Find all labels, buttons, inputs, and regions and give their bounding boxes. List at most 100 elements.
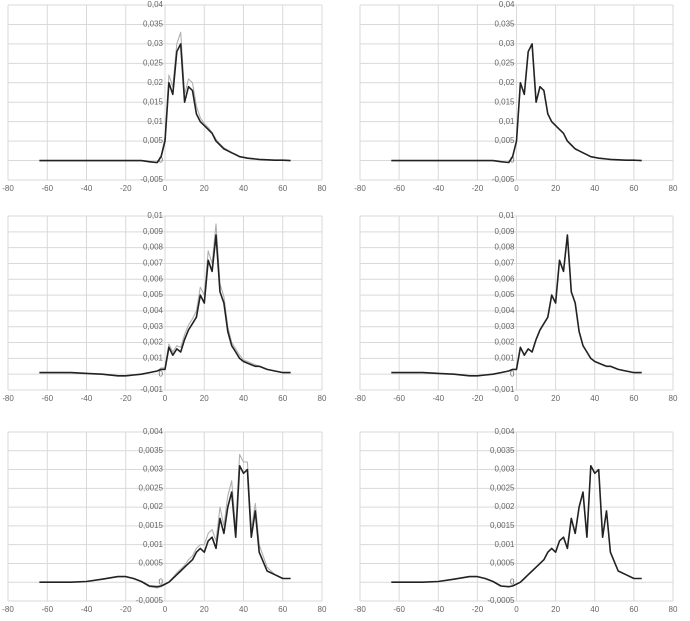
y-tick-label: 0,003 xyxy=(494,322,515,331)
x-tick-label: -40 xyxy=(432,394,444,403)
y-tick-label: 0,002 xyxy=(494,338,515,347)
x-tick-label: -60 xyxy=(41,394,53,403)
y-tick-label: 0,002 xyxy=(494,502,515,511)
y-tick-label: 0 xyxy=(159,156,164,165)
y-tick-label: 0,04 xyxy=(499,0,515,9)
y-tick-label: 0,007 xyxy=(143,259,164,268)
x-tick-label: -60 xyxy=(393,394,405,403)
x-tick-label: -80 xyxy=(2,184,14,193)
y-tick-label: 0,01 xyxy=(499,117,515,126)
y-tick-label: 0,015 xyxy=(494,97,515,106)
y-tick-label: 0,002 xyxy=(143,502,164,511)
y-tick-label: 0,0025 xyxy=(490,483,515,492)
y-tick-label: 0,003 xyxy=(143,465,164,474)
x-tick-label: -60 xyxy=(393,605,405,614)
series-line xyxy=(391,234,642,377)
x-tick-label: -40 xyxy=(81,394,93,403)
x-tick-label: 60 xyxy=(629,394,638,403)
x-tick-label: -80 xyxy=(354,394,366,403)
y-tick-label: 0,004 xyxy=(494,306,515,315)
x-tick-label: 40 xyxy=(239,605,248,614)
x-tick-label: 0 xyxy=(514,605,519,614)
x-tick-label: 80 xyxy=(318,184,327,193)
y-tick-label: 0 xyxy=(510,156,515,165)
y-tick-label: 0,02 xyxy=(499,78,515,87)
y-tick-label: 0,004 xyxy=(143,306,164,315)
x-tick-label: 0 xyxy=(514,394,519,403)
y-tick-label: 0,005 xyxy=(143,136,164,145)
x-tick-label: -20 xyxy=(120,394,132,403)
y-tick-label: 0,009 xyxy=(143,227,164,236)
x-tick-label: -20 xyxy=(472,394,484,403)
y-tick-label: 0 xyxy=(510,577,515,586)
y-tick-label: -0,005 xyxy=(140,175,163,184)
x-tick-label: -40 xyxy=(81,184,93,193)
y-tick-label: 0,025 xyxy=(494,58,515,67)
y-tick-label: 0,007 xyxy=(494,259,515,268)
x-tick-label: 80 xyxy=(669,605,678,614)
y-tick-label: 0,0005 xyxy=(490,559,515,568)
x-tick-label: 60 xyxy=(278,394,287,403)
x-tick-label: 20 xyxy=(200,605,209,614)
y-tick-label: 0,0015 xyxy=(490,521,515,530)
x-tick-label: -20 xyxy=(472,184,484,193)
y-tick-label: 0,03 xyxy=(499,39,515,48)
x-tick-label: -20 xyxy=(472,605,484,614)
x-tick-label: 40 xyxy=(590,605,599,614)
x-tick-label: -80 xyxy=(354,605,366,614)
x-tick-label: 0 xyxy=(163,184,168,193)
y-tick-label: 0,0035 xyxy=(139,446,164,455)
x-tick-label: -20 xyxy=(120,184,132,193)
y-tick-label: 0,035 xyxy=(143,20,164,29)
x-tick-label: -60 xyxy=(393,184,405,193)
y-tick-label: 0,004 xyxy=(494,427,515,436)
series-line xyxy=(39,234,291,377)
x-tick-label: -80 xyxy=(2,394,14,403)
y-tick-label: -0,005 xyxy=(492,175,515,184)
series-line xyxy=(391,43,642,164)
y-tick-label: 0,01 xyxy=(499,211,515,220)
y-tick-label: 0,01 xyxy=(147,117,163,126)
x-tick-label: 40 xyxy=(590,184,599,193)
series-line xyxy=(391,465,642,588)
x-tick-label: -40 xyxy=(432,605,444,614)
y-tick-label: 0,005 xyxy=(494,136,515,145)
x-tick-label: 20 xyxy=(200,184,209,193)
y-tick-label: -0,001 xyxy=(492,385,515,394)
y-tick-label: 0,015 xyxy=(143,97,164,106)
x-tick-label: 80 xyxy=(669,184,678,193)
x-tick-label: 60 xyxy=(278,605,287,614)
y-tick-label: 0,001 xyxy=(143,540,164,549)
x-tick-label: 20 xyxy=(551,184,560,193)
y-tick-label: 0,04 xyxy=(147,0,163,9)
x-tick-label: 0 xyxy=(514,184,519,193)
x-tick-label: 0 xyxy=(163,394,168,403)
y-tick-label: 0,008 xyxy=(494,243,515,252)
y-tick-label: 0,004 xyxy=(143,427,164,436)
y-tick-label: 0,0005 xyxy=(139,559,164,568)
y-tick-label: 0,03 xyxy=(147,39,163,48)
y-tick-label: 0,0015 xyxy=(139,521,164,530)
x-tick-label: -80 xyxy=(354,184,366,193)
series-line xyxy=(39,43,291,164)
y-tick-label: 0,001 xyxy=(494,353,515,362)
y-tick-label: 0,0025 xyxy=(139,483,164,492)
x-tick-label: 60 xyxy=(629,184,638,193)
x-tick-label: -40 xyxy=(432,184,444,193)
y-tick-label: 0,035 xyxy=(494,20,515,29)
x-tick-label: -60 xyxy=(41,605,53,614)
y-tick-label: 0,009 xyxy=(494,227,515,236)
y-tick-label: 0,02 xyxy=(147,78,163,87)
x-tick-label: 20 xyxy=(551,394,560,403)
series-line xyxy=(39,465,291,588)
x-tick-label: -80 xyxy=(2,605,14,614)
y-tick-label: -0,0005 xyxy=(136,596,164,605)
y-tick-label: 0,002 xyxy=(143,338,164,347)
y-tick-label: 0 xyxy=(159,577,164,586)
x-tick-label: 80 xyxy=(318,605,327,614)
y-tick-label: 0 xyxy=(510,369,515,378)
y-tick-label: 0,005 xyxy=(494,290,515,299)
y-tick-label: 0,008 xyxy=(143,243,164,252)
y-tick-label: -0,001 xyxy=(140,385,163,394)
